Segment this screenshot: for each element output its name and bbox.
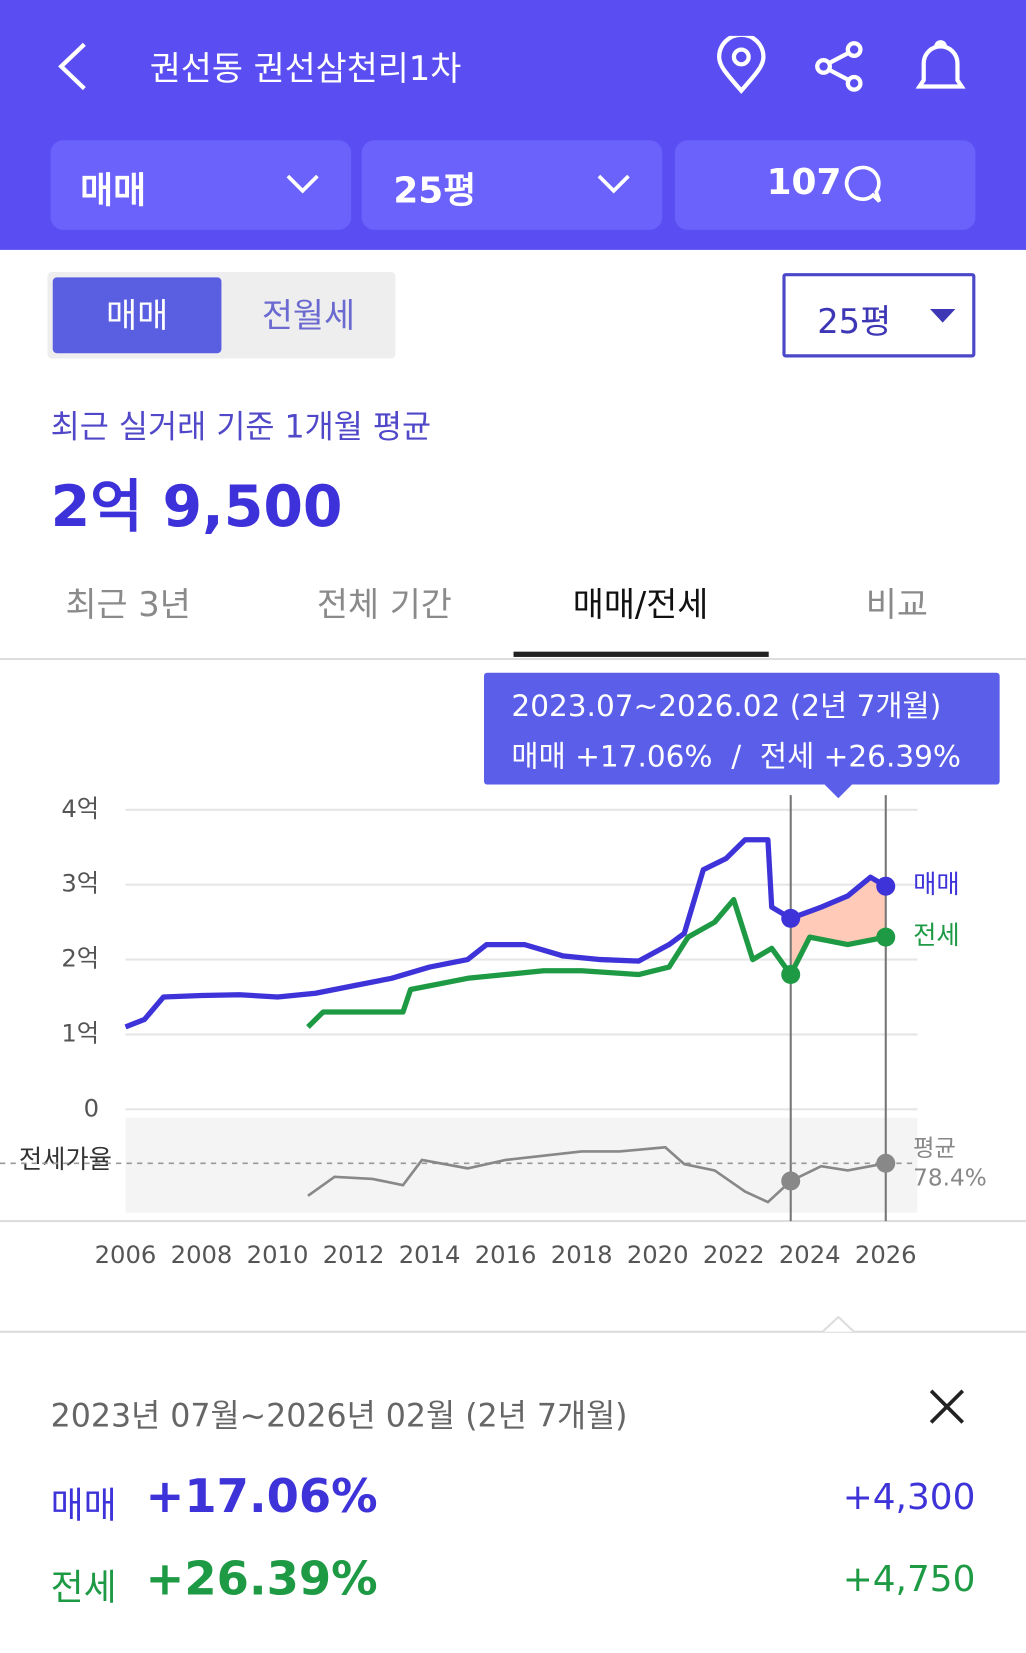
y-tick-label: 1억 [61, 1018, 99, 1047]
x-tick-label: 2012 [323, 1240, 385, 1269]
detail-diff: +4,300 [842, 1476, 976, 1519]
close-button[interactable] [928, 1388, 966, 1426]
detail-diff: +4,750 [842, 1558, 976, 1601]
comment-button[interactable]: 107 [674, 140, 976, 230]
point-marker [781, 908, 801, 928]
filter-label: 매매 [80, 169, 147, 212]
tooltip-period: 2023.07~2026.02 (2년 7개월) [511, 688, 942, 724]
x-tick-label: 2006 [95, 1240, 157, 1269]
header: 권선동 권선삼천리1차 매매 25평 107 [0, 0, 1026, 250]
deal-toggle: 매매 전월세 [47, 272, 396, 359]
x-tick-label: 2024 [779, 1240, 841, 1269]
tab[interactable]: 전체 기간 [316, 584, 452, 625]
series-line [306, 897, 887, 1029]
summary-label: 최근 실거래 기준 1개월 평균 [50, 409, 432, 447]
summary-price: 2억 9,500 [50, 473, 343, 540]
filter-label: 25평 [393, 169, 477, 212]
size-select-label: 25평 [817, 301, 892, 342]
tooltip: 2023.07~2026.02 (2년 7개월) 매매 +17.06% / 전세… [484, 672, 1000, 785]
y-tick-label: 4억 [61, 794, 99, 823]
size-select[interactable]: 25평 [782, 273, 976, 358]
y-tick-label: 0 [84, 1093, 99, 1122]
series-label: 매매 [913, 870, 960, 899]
ratio-label: 전세가율 [19, 1145, 112, 1174]
x-tick-label: 2010 [247, 1240, 309, 1269]
chart: 전세가율 0 1억 2억 3억 4억 2006 2008 2010 2012 2014 2016 20… [0, 794, 1026, 1269]
ratio-marker [876, 1153, 896, 1173]
range-fill [790, 877, 886, 975]
detail-pct: +26.39% [145, 1552, 378, 1606]
point-marker [876, 876, 896, 896]
detail-name: 매매 [50, 1484, 117, 1527]
tab[interactable]: 최근 3년 [65, 584, 191, 625]
deal-filter[interactable]: 매매 [50, 140, 352, 230]
detail-name: 전세 [50, 1566, 117, 1610]
x-tick-label: 2018 [551, 1240, 613, 1269]
x-tick-label: 2008 [171, 1240, 233, 1269]
x-tick-label: 2014 [399, 1240, 461, 1269]
tooltip-text: 매매 +17.06% / 전세 +26.39% [511, 739, 961, 774]
divider [0, 1330, 1026, 1333]
ratio-marker [781, 1171, 801, 1191]
series-line [124, 837, 888, 1030]
x-tick-label: 2026 [855, 1240, 917, 1269]
tab-indicator [513, 651, 769, 657]
tab-active[interactable]: 매매/전세 [572, 584, 709, 625]
toggle-active[interactable]: 매매 [52, 277, 222, 354]
point-marker [876, 927, 896, 947]
tab[interactable]: 비교 [865, 584, 928, 625]
ratio-band [125, 1117, 918, 1213]
back-button[interactable] [53, 40, 95, 93]
series-label: 전세 [913, 921, 960, 950]
header-title: 권선동 권선삼천리1차 [149, 48, 462, 89]
detail-period: 2023년 07월~2026년 02월 (2년 7개월) [50, 1398, 628, 1436]
toggle-option[interactable]: 전월세 [261, 295, 355, 336]
divider [0, 657, 1026, 661]
x-tick-label: 2020 [627, 1240, 689, 1269]
size-filter[interactable]: 25평 [361, 140, 663, 230]
panel-notch [822, 1315, 855, 1333]
y-tick-label: 2억 [61, 944, 99, 973]
x-tick-label: 2022 [703, 1240, 765, 1269]
y-tick-label: 3억 [61, 869, 99, 898]
location-icon[interactable] [715, 35, 768, 95]
detail-pct: +17.06% [145, 1469, 378, 1524]
point-marker [781, 965, 801, 985]
comment-count: 107 [766, 161, 842, 204]
x-tick-label: 2016 [475, 1240, 537, 1269]
average-value: 78.4% [913, 1164, 987, 1191]
average-label: 평균 [913, 1135, 956, 1162]
share-icon[interactable] [814, 40, 867, 93]
alarm-icon[interactable] [911, 38, 970, 95]
tooltip-arrow [823, 783, 854, 799]
